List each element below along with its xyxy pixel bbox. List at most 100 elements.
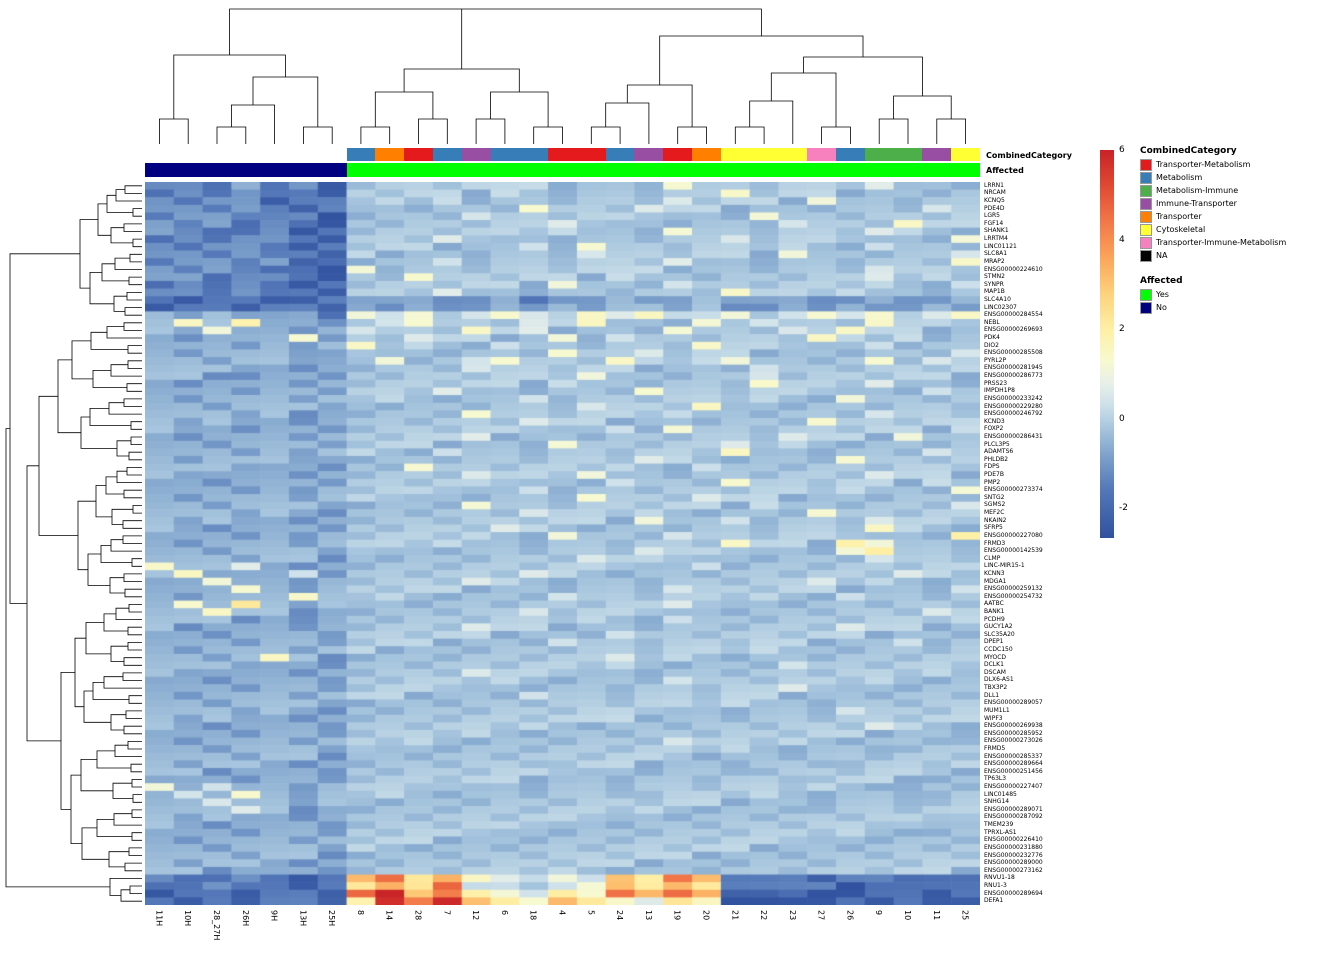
row-label: LRRTM4 [984,235,1008,243]
affected-annotation-segment [346,163,376,177]
row-label: LINC01121 [984,242,1017,250]
affected-annotation-segment [548,163,578,177]
category-legend-label: Metabolism-Immune [1156,186,1239,195]
colorbar-tick-label: 2 [1119,324,1125,334]
affected-annotation-segment [893,163,923,177]
category-annotation-segment [692,148,722,161]
row-label: ENSG00000233242 [984,394,1043,402]
column-label: 10 [903,910,913,921]
colorbar-ticks: 6 4 2 0 -2 [1116,145,1146,538]
row-label: AATBC [984,600,1004,608]
colorbar-tick-label: 0 [1119,413,1125,424]
row-label: ENSG00000251456 [984,767,1043,775]
affected-annotation-segment [663,163,693,177]
row-label: GUCY1A2 [984,623,1013,631]
column-label: 22 [759,910,769,921]
row-label: ENSG00000229280 [984,402,1043,410]
row-label: SLC4A10 [984,295,1011,303]
column-label: 8 [355,910,365,916]
category-legend-swatch [1140,210,1152,223]
row-labels: LRRN1 NRCAM KCNQ5 PDE4D LGR5 FGF14 SHANK1 LRRTM… [984,182,1134,905]
row-label: FGF14 [984,219,1004,227]
row-dendrogram [5,185,142,902]
category-annotation-segment [432,148,463,161]
row-label: LINC02307 [984,303,1017,311]
affected-legend-swatch [1140,288,1152,301]
column-label: 13 [643,910,653,921]
row-label: ENSG00000226410 [984,836,1043,844]
affected-annotation-segment [634,163,664,177]
row-label: ENSG00000273374 [984,486,1043,494]
category-annotation-segment [720,148,751,161]
column-label: 23 [787,910,797,921]
category-annotation-segment [749,148,779,161]
heatmap-matrix [145,182,980,905]
category-annotation-segment [663,148,693,161]
column-label: 5 [586,910,596,916]
row-label: MAP1B [984,288,1005,296]
affected-annotation-segment [202,163,232,177]
row-label: PCDH9 [984,615,1005,623]
category-legend-title: CombinedCategory [1140,146,1237,156]
row-label: ENSG00000224610 [984,265,1043,273]
row-label: SHANK1 [984,227,1009,235]
row-label: SFRP5 [984,524,1003,532]
row-label: PHLDB2 [984,455,1009,463]
category-annotation-segment [605,148,635,161]
row-label: ENSG00000289071 [984,805,1043,813]
category-annotation-segment [836,148,866,161]
affected-annotation-segment [922,163,952,177]
row-label: STMN2 [984,273,1005,281]
category-annotation-segment [893,148,923,161]
category-annotation-segment [490,148,520,161]
colorbar-tick-label: 6 [1119,145,1125,155]
category-legend-item: Cytoskeletal [1140,223,1340,236]
category-annotation-segment [634,148,664,161]
category-legend-item: Transporter-Metabolism [1140,158,1340,171]
row-label: FRMD5 [984,744,1006,752]
row-label: SYNPR [984,280,1004,288]
row-label: WIPF3 [984,714,1003,722]
affected-annotation-segment [605,163,635,177]
column-label: 14 [384,910,394,921]
row-label: KCNQ5 [984,197,1005,205]
column-label: 4 [557,910,567,916]
row-label: DPEP1 [984,638,1004,646]
category-legend-label: Transporter-Metabolism [1156,160,1251,169]
row-label: ENSG00000231880 [984,843,1043,851]
colorbar-gradient [1100,150,1114,538]
column-label: 28 [413,910,423,921]
row-label: PRSS23 [984,379,1008,387]
row-label: DLX6-AS1 [984,676,1014,684]
category-legend-swatch [1140,184,1152,197]
affected-legend-item: Yes [1140,288,1340,301]
category-legend-swatch [1140,249,1152,262]
affected-annotation-segment [951,163,981,177]
row-label: TMEM239 [984,821,1014,829]
column-label: 19 [672,910,682,921]
column-labels: 11H 10H 28_27H 26H 9H 13H 25H 8 14 28 7 12 6 18 4 5 24 13… [145,908,980,958]
row-label: NEBL [984,318,1000,326]
row-label: ENSG00000289057 [984,699,1043,707]
category-legend-label: Transporter-Immune-Metabolism [1156,238,1287,247]
row-label: MYOCD [984,653,1007,661]
category-legend-swatch [1140,236,1152,249]
row-label: DEFA1 [984,897,1004,905]
affected-annotation-segment [692,163,722,177]
affected-annotation-segment [173,163,204,177]
row-label: ENSG00000287092 [984,813,1043,821]
row-label: DIO2 [984,341,999,349]
column-label: 11H [154,910,164,927]
row-label: IMPDH1P8 [984,387,1015,395]
category-legend-label: Transporter [1156,212,1202,221]
row-label: MDGA1 [984,577,1007,585]
row-label: PLCL3P5 [984,440,1010,448]
row-label: ENSG00000269938 [984,722,1043,730]
row-label: RNVU1-18 [984,874,1015,882]
row-label: ENSG00000285952 [984,729,1043,737]
row-label: SNHG14 [984,798,1010,806]
affected-annotation-segment [432,163,463,177]
affected-annotation-segment [375,163,405,177]
row-label: ENSG00000281945 [984,364,1043,372]
column-label: 11 [931,910,941,921]
